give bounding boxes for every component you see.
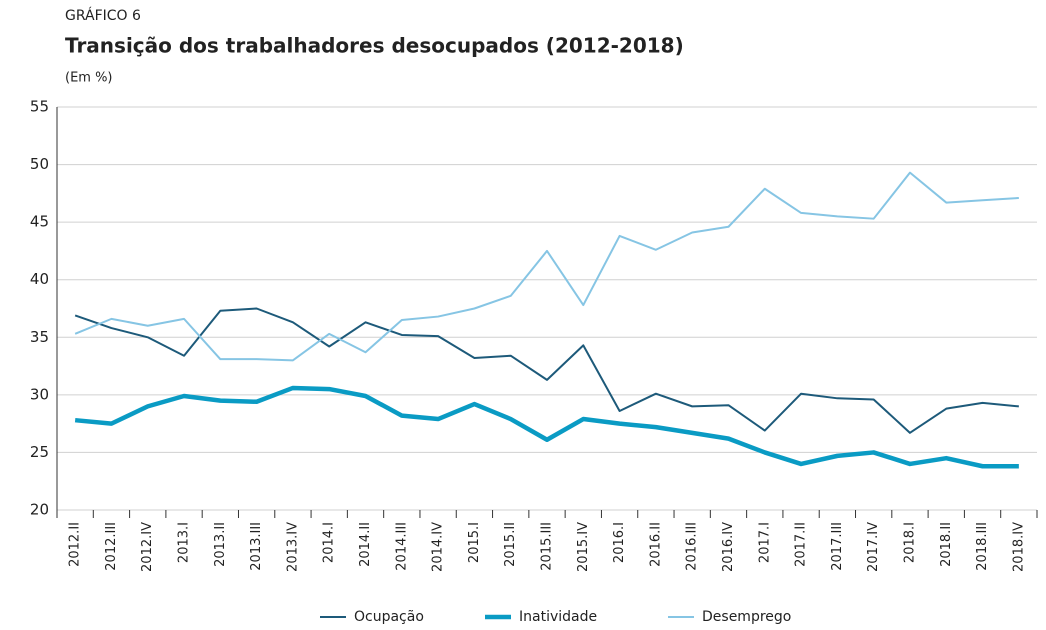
x-tick-label: 2014.I: [322, 522, 337, 563]
x-tick-label: 2015.I: [467, 522, 482, 563]
y-tick-label: 40: [30, 270, 49, 288]
x-tick-label: 2013.I: [177, 522, 192, 563]
y-tick-label: 25: [30, 443, 49, 461]
legend-label: Desemprego: [702, 609, 791, 625]
x-tick-label: 2015.II: [503, 522, 518, 567]
series-line: [74, 385, 1019, 469]
y-tick-label: 45: [30, 213, 49, 231]
series-line: [74, 307, 1019, 434]
x-tick-label: 2016.I: [612, 522, 627, 563]
x-tick-label: 2015.IV: [576, 522, 591, 572]
legend-label: Ocupação: [354, 609, 424, 625]
y-tick-label: 50: [30, 155, 49, 173]
x-tick-label: 2013.III: [249, 522, 264, 571]
y-tick-label: 20: [30, 501, 49, 519]
x-tick-label: 2016.II: [648, 522, 663, 567]
x-tick-label: 2015.III: [540, 522, 555, 571]
chart-subtitle: (Em %): [65, 71, 113, 86]
x-tick-label: 2014.IV: [431, 522, 446, 572]
series-line: [74, 171, 1019, 362]
x-tick-label: 2017.IV: [866, 522, 881, 572]
x-tick-label: 2018.II: [939, 522, 954, 567]
x-tick-label: 2018.IV: [1011, 522, 1026, 572]
x-tick-label: 2012.III: [104, 522, 119, 571]
x-tick-label: 2018.I: [902, 522, 917, 563]
x-tick-label: 2016.IV: [721, 522, 736, 572]
y-tick-label: 35: [30, 328, 49, 346]
x-tick-label: 2013.II: [213, 522, 228, 567]
x-tick-label: 2014.III: [394, 522, 409, 571]
chart-kicker: GRÁFICO 6: [65, 7, 141, 24]
y-tick-label: 30: [30, 385, 49, 403]
x-tick-label: 2014.II: [358, 522, 373, 567]
x-tick-label: 2017.I: [757, 522, 772, 563]
y-tick-label: 55: [30, 98, 49, 116]
x-tick-label: 2012.II: [68, 522, 83, 567]
x-tick-label: 2017.II: [794, 522, 809, 567]
x-tick-label: 2017.III: [830, 522, 845, 571]
chart-title: Transição dos trabalhadores desocupados …: [65, 34, 684, 58]
x-tick-label: 2013.IV: [285, 522, 300, 572]
legend-label: Inatividade: [519, 609, 597, 625]
x-tick-label: 2016.III: [685, 522, 700, 571]
x-tick-label: 2012.IV: [140, 522, 155, 572]
x-tick-label: 2018.III: [975, 522, 990, 571]
